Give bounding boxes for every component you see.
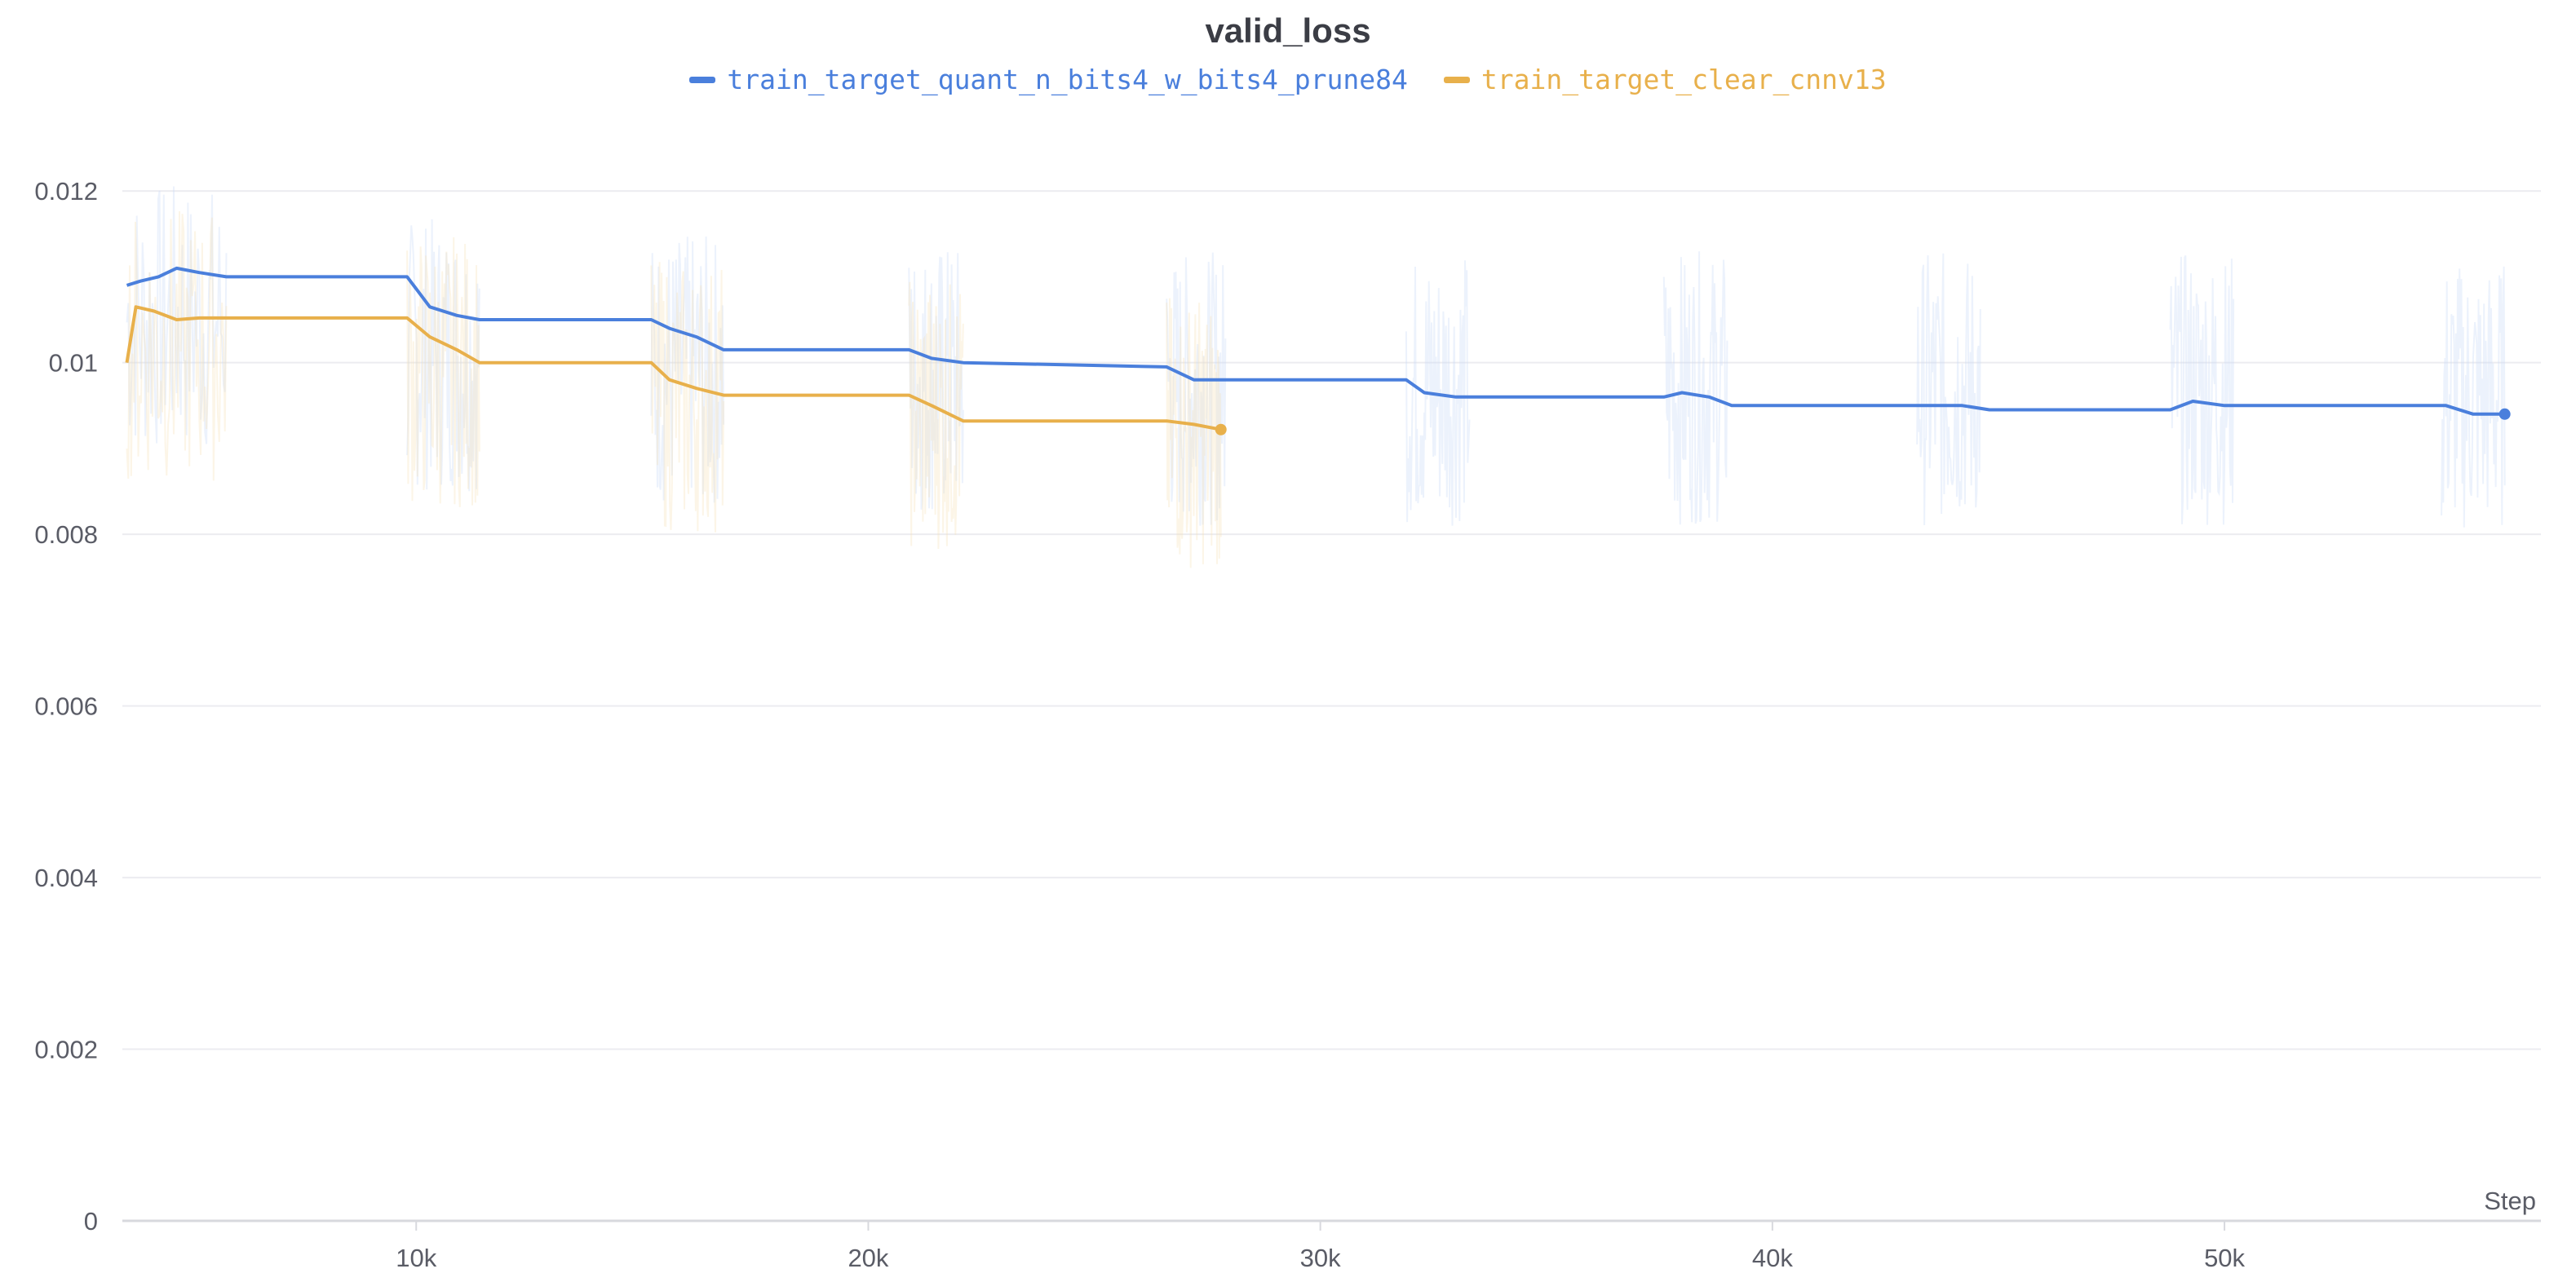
series-endpoint-1	[2499, 408, 2511, 420]
raw-noise-band-series-1	[2441, 266, 2506, 528]
series-layer	[125, 266, 2511, 435]
y-tick-label: 0.004	[34, 864, 98, 892]
legend-item-series-2[interactable]: train_target_clear_cnnv13	[1443, 64, 1887, 95]
raw-noise-band-series-1	[2169, 254, 2235, 525]
raw-noise-band-series-1	[1662, 251, 1728, 525]
raw-noise-band-series-1	[1405, 260, 1471, 526]
series-line-2	[125, 305, 1222, 431]
raw-noise-band-series-2	[908, 281, 964, 550]
raw-noise-band-series-1	[650, 236, 725, 503]
raw-noise-band-series-1	[1166, 252, 1227, 526]
x-tick-label: 50k	[2204, 1244, 2245, 1272]
y-tick-label: 0.01	[49, 349, 98, 378]
series-line-1	[126, 266, 2505, 416]
y-tick-label: 0.002	[34, 1036, 98, 1064]
legend-item-series-1[interactable]: train_target_quant_n_bits4_w_bits4_prune…	[689, 64, 1408, 95]
x-tick-label: 30k	[1300, 1244, 1341, 1272]
raw-noise-band-series-1	[1916, 253, 1981, 526]
y-tick-label: 0.006	[34, 692, 98, 721]
chart-title: valid_loss	[1205, 11, 1371, 50]
legend-swatch-series-1	[689, 76, 716, 83]
x-tick-label: 40k	[1752, 1244, 1793, 1272]
legend: train_target_quant_n_bits4_w_bits4_prune…	[0, 64, 2576, 95]
legend-swatch-series-2	[1443, 76, 1470, 83]
y-tick-label: 0.008	[34, 520, 98, 549]
legend-label-series-1: train_target_quant_n_bits4_w_bits4_prune…	[727, 64, 1408, 95]
x-tick-label: 10k	[396, 1244, 436, 1272]
raw-noise-band-series-1	[406, 219, 480, 492]
series-endpoint-2	[1215, 423, 1227, 435]
x-tick-label: 20k	[848, 1244, 888, 1272]
y-tick-label: 0.012	[34, 177, 98, 206]
raw-noise-band-series-2	[1166, 298, 1222, 568]
legend-label-series-2: train_target_clear_cnnv13	[1481, 64, 1887, 95]
raw-noise-band-series-2	[126, 211, 228, 481]
x-axis-label: Step	[2484, 1187, 2536, 1215]
noise-layer	[126, 186, 2506, 568]
raw-noise-band-series-2	[406, 237, 480, 507]
axis-layer: 0 0.002 0.004 0.006 0.008 0.01 0.012 10k 20k 30k 4…	[34, 177, 2541, 1272]
y-tick-label: 0	[84, 1207, 98, 1236]
